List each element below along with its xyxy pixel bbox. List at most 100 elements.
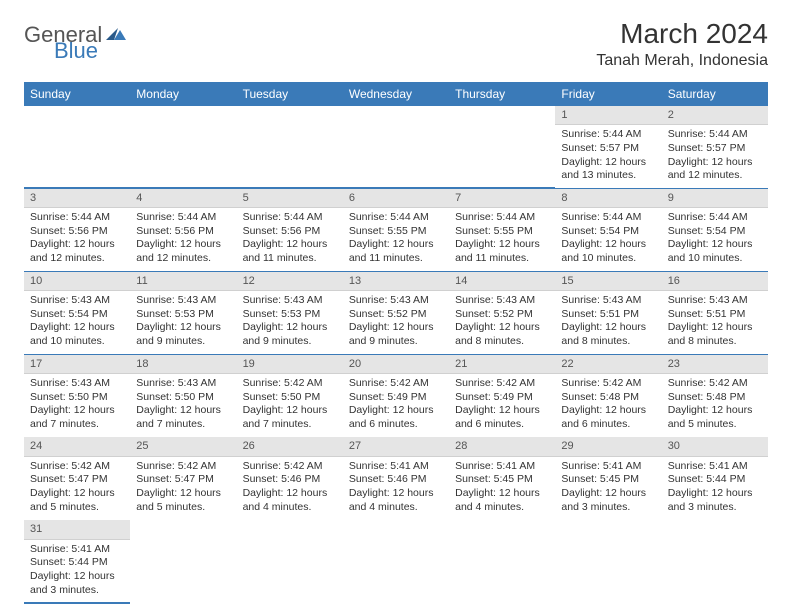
day-number: 3 <box>24 189 130 208</box>
calendar-cell: 10Sunrise: 5:43 AMSunset: 5:54 PMDayligh… <box>24 272 130 355</box>
cell-body: Sunrise: 5:43 AMSunset: 5:52 PMDaylight:… <box>343 291 449 356</box>
day-number: 4 <box>130 189 236 208</box>
calendar-cell <box>237 520 343 603</box>
sunset-line: Sunset: 5:50 PM <box>136 391 230 405</box>
sunset-line: Sunset: 5:52 PM <box>349 308 443 322</box>
daylight-line: Daylight: 12 hours and 12 minutes. <box>136 238 230 265</box>
sunset-line: Sunset: 5:51 PM <box>668 308 762 322</box>
cell-body: Sunrise: 5:43 AMSunset: 5:54 PMDaylight:… <box>24 291 130 356</box>
sunrise-line: Sunrise: 5:43 AM <box>668 294 762 308</box>
sunrise-line: Sunrise: 5:44 AM <box>455 211 549 225</box>
sunrise-line: Sunrise: 5:44 AM <box>243 211 337 225</box>
daylight-line: Daylight: 12 hours and 8 minutes. <box>561 321 655 348</box>
calendar-cell: 9Sunrise: 5:44 AMSunset: 5:54 PMDaylight… <box>662 189 768 272</box>
calendar-row: 10Sunrise: 5:43 AMSunset: 5:54 PMDayligh… <box>24 272 768 355</box>
calendar-cell: 1Sunrise: 5:44 AMSunset: 5:57 PMDaylight… <box>555 106 661 189</box>
calendar-row: 31Sunrise: 5:41 AMSunset: 5:44 PMDayligh… <box>24 520 768 603</box>
day-number: 19 <box>237 355 343 374</box>
day-number: 28 <box>449 437 555 456</box>
daylight-line: Daylight: 12 hours and 4 minutes. <box>243 487 337 514</box>
sunrise-line: Sunrise: 5:41 AM <box>561 460 655 474</box>
weekday-header: Sunday <box>24 82 130 106</box>
cell-body: Sunrise: 5:44 AMSunset: 5:54 PMDaylight:… <box>662 208 768 273</box>
daylight-line: Daylight: 12 hours and 11 minutes. <box>455 238 549 265</box>
cell-body: Sunrise: 5:43 AMSunset: 5:50 PMDaylight:… <box>24 374 130 439</box>
cell-body: Sunrise: 5:44 AMSunset: 5:57 PMDaylight:… <box>555 125 661 190</box>
calendar-cell: 5Sunrise: 5:44 AMSunset: 5:56 PMDaylight… <box>237 189 343 272</box>
calendar-cell: 22Sunrise: 5:42 AMSunset: 5:48 PMDayligh… <box>555 355 661 438</box>
calendar-cell: 20Sunrise: 5:42 AMSunset: 5:49 PMDayligh… <box>343 355 449 438</box>
sunrise-line: Sunrise: 5:44 AM <box>136 211 230 225</box>
weekday-header: Monday <box>130 82 236 106</box>
daylight-line: Daylight: 12 hours and 9 minutes. <box>136 321 230 348</box>
calendar-cell: 17Sunrise: 5:43 AMSunset: 5:50 PMDayligh… <box>24 355 130 438</box>
calendar-cell <box>662 520 768 603</box>
day-number: 23 <box>662 355 768 374</box>
sunset-line: Sunset: 5:47 PM <box>136 473 230 487</box>
sunset-line: Sunset: 5:55 PM <box>455 225 549 239</box>
calendar-cell: 16 Sunrise: 5:43 AMSunset: 5:51 PMDayligh… <box>662 272 768 355</box>
sunrise-line: Sunrise: 5:43 AM <box>349 294 443 308</box>
daylight-line: Daylight: 12 hours and 3 minutes. <box>561 487 655 514</box>
logo-text-accent: Blue <box>54 38 98 63</box>
sunrise-line: Sunrise: 5:44 AM <box>30 211 124 225</box>
daylight-line: Daylight: 12 hours and 3 minutes. <box>668 487 762 514</box>
day-number: 16 <box>662 272 768 291</box>
sunset-line: Sunset: 5:54 PM <box>668 225 762 239</box>
calendar-row: 24Sunrise: 5:42 AMSunset: 5:47 PMDayligh… <box>24 437 768 520</box>
daylight-line: Daylight: 12 hours and 10 minutes. <box>561 238 655 265</box>
month-title: March 2024 <box>596 18 768 50</box>
weekday-header: Thursday <box>449 82 555 106</box>
calendar-cell: 3Sunrise: 5:44 AMSunset: 5:56 PMDaylight… <box>24 189 130 272</box>
sunset-line: Sunset: 5:55 PM <box>349 225 443 239</box>
sunset-line: Sunset: 5:48 PM <box>668 391 762 405</box>
calendar-cell: 14Sunrise: 5:43 AMSunset: 5:52 PMDayligh… <box>449 272 555 355</box>
calendar-cell: 13Sunrise: 5:43 AMSunset: 5:52 PMDayligh… <box>343 272 449 355</box>
day-number: 6 <box>343 189 449 208</box>
calendar-cell: 8Sunrise: 5:44 AMSunset: 5:54 PMDaylight… <box>555 189 661 272</box>
sunrise-line: Sunrise: 5:41 AM <box>30 543 124 557</box>
calendar-cell <box>24 106 130 189</box>
daylight-line: Daylight: 12 hours and 9 minutes. <box>349 321 443 348</box>
day-number: 15 <box>555 272 661 291</box>
sunset-line: Sunset: 5:46 PM <box>349 473 443 487</box>
sunset-line: Sunset: 5:52 PM <box>455 308 549 322</box>
sunset-line: Sunset: 5:56 PM <box>136 225 230 239</box>
daylight-line: Daylight: 12 hours and 4 minutes. <box>455 487 549 514</box>
calendar-cell <box>555 520 661 603</box>
sunset-line: Sunset: 5:57 PM <box>561 142 655 156</box>
sunrise-line: Sunrise: 5:44 AM <box>668 128 762 142</box>
weekday-header: Wednesday <box>343 82 449 106</box>
cell-body: Sunrise: 5:44 AMSunset: 5:55 PMDaylight:… <box>343 208 449 273</box>
sunrise-line: Sunrise: 5:41 AM <box>349 460 443 474</box>
sunset-line: Sunset: 5:50 PM <box>243 391 337 405</box>
cell-body: Sunrise: 5:42 AMSunset: 5:48 PMDaylight:… <box>555 374 661 439</box>
daylight-line: Daylight: 12 hours and 8 minutes. <box>668 321 762 348</box>
sunrise-line: Sunrise: 5:43 AM <box>136 294 230 308</box>
calendar-cell: 25Sunrise: 5:42 AMSunset: 5:47 PMDayligh… <box>130 437 236 520</box>
sunset-line: Sunset: 5:44 PM <box>30 556 124 570</box>
sunrise-line: Sunrise: 5:42 AM <box>243 460 337 474</box>
calendar-cell: 23Sunrise: 5:42 AMSunset: 5:48 PMDayligh… <box>662 355 768 438</box>
weekday-header: Saturday <box>662 82 768 106</box>
cell-body: Sunrise: 5:42 AMSunset: 5:49 PMDaylight:… <box>449 374 555 439</box>
calendar-cell: 2Sunrise: 5:44 AMSunset: 5:57 PMDaylight… <box>662 106 768 189</box>
sunrise-line: Sunrise: 5:41 AM <box>455 460 549 474</box>
daylight-line: Daylight: 12 hours and 5 minutes. <box>136 487 230 514</box>
calendar-cell: 7Sunrise: 5:44 AMSunset: 5:55 PMDaylight… <box>449 189 555 272</box>
daylight-line: Daylight: 12 hours and 4 minutes. <box>349 487 443 514</box>
sunset-line: Sunset: 5:47 PM <box>30 473 124 487</box>
sunset-line: Sunset: 5:53 PM <box>136 308 230 322</box>
day-number: 21 <box>449 355 555 374</box>
cell-body: Sunrise: 5:44 AMSunset: 5:56 PMDaylight:… <box>130 208 236 273</box>
calendar-row: 17Sunrise: 5:43 AMSunset: 5:50 PMDayligh… <box>24 355 768 438</box>
daylight-line: Daylight: 12 hours and 5 minutes. <box>668 404 762 431</box>
day-number: 12 <box>237 272 343 291</box>
sunrise-line: Sunrise: 5:42 AM <box>136 460 230 474</box>
day-number: 11 <box>130 272 236 291</box>
weekday-header: Tuesday <box>237 82 343 106</box>
calendar-cell: 21Sunrise: 5:42 AMSunset: 5:49 PMDayligh… <box>449 355 555 438</box>
calendar-row: 1Sunrise: 5:44 AMSunset: 5:57 PMDaylight… <box>24 106 768 189</box>
daylight-line: Daylight: 12 hours and 10 minutes. <box>30 321 124 348</box>
day-number: 26 <box>237 437 343 456</box>
